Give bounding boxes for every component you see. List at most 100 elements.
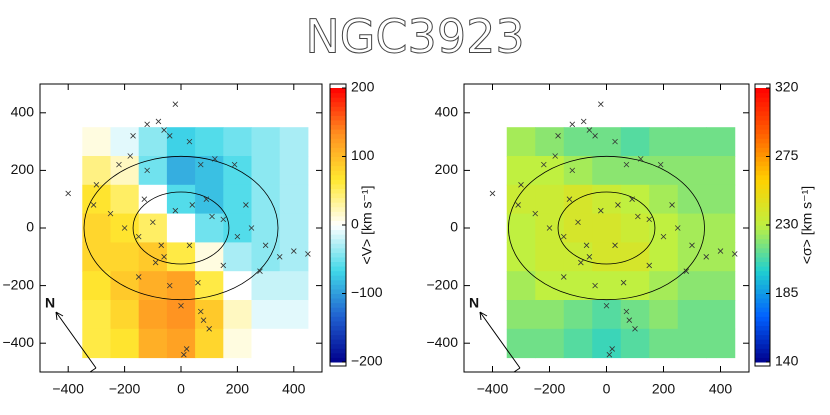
- x-tick-label: 200: [226, 381, 250, 397]
- heat-cell: [506, 328, 536, 359]
- data-point: [212, 156, 218, 162]
- colorbar-segment: [330, 256, 346, 263]
- heat-cell: [251, 213, 281, 243]
- colorbar-segment: [755, 225, 770, 231]
- data-point: [623, 161, 630, 168]
- x-tick-label: −400: [52, 381, 84, 397]
- y-tick-label: 0: [450, 219, 458, 235]
- heat-cell: [677, 127, 707, 157]
- heat-cell: [535, 271, 565, 301]
- heat-cell: [138, 300, 168, 330]
- colorbar-segment: [330, 202, 346, 208]
- colorbar-tick-label: 0: [351, 216, 359, 232]
- data-point: [657, 161, 664, 168]
- data-point: [546, 225, 553, 231]
- heat-cell: [677, 328, 707, 359]
- heat-cell: [223, 127, 252, 157]
- data-point: [209, 213, 215, 220]
- heat-cell: [223, 156, 252, 186]
- colorbar-segment: [330, 129, 346, 135]
- heat-cell: [706, 156, 736, 186]
- data-point: [637, 156, 644, 162]
- colorbar-segment: [330, 220, 346, 226]
- data-point: [660, 233, 667, 240]
- heat-cell: [506, 300, 536, 330]
- colorbar-segment: [330, 88, 346, 94]
- colorbar-segment: [330, 252, 346, 258]
- y-tick-label: −400: [2, 334, 34, 350]
- data-point: [731, 251, 738, 257]
- colorbar-segment: [755, 206, 770, 212]
- data-point: [609, 346, 615, 352]
- data-point: [155, 118, 162, 125]
- heat-cell: [620, 328, 650, 359]
- heat-cell: [251, 156, 281, 186]
- heat-cell: [223, 242, 252, 272]
- colorbar-segment: [330, 320, 346, 326]
- heat-cell: [506, 184, 536, 215]
- data-point: [612, 138, 618, 145]
- colorbar-segment: [330, 316, 346, 322]
- data-point: [555, 133, 561, 139]
- colorbar-segment: [330, 133, 346, 139]
- data-point: [248, 225, 255, 231]
- heat-cell: [649, 213, 679, 243]
- colorbar-segment: [755, 229, 770, 235]
- x-tick-label: −200: [534, 381, 566, 397]
- colorbar-segment: [330, 215, 346, 221]
- colorbar-segment: [330, 247, 346, 253]
- colorbar-segment: [755, 234, 770, 240]
- heat-cell: [279, 271, 309, 301]
- data-point: [566, 196, 573, 202]
- heat-cell: [649, 242, 679, 272]
- colorbar-segment: [330, 298, 346, 304]
- x-tick-label: −400: [477, 381, 509, 397]
- data-point: [172, 207, 179, 214]
- data-point: [161, 254, 167, 260]
- heat-cell: [138, 213, 168, 243]
- heat-cell: [82, 300, 111, 330]
- heat-cell: [251, 127, 281, 157]
- colorbar-segment: [330, 325, 346, 331]
- colorbar-segment: [755, 151, 770, 157]
- data-point: [121, 225, 128, 231]
- colorbar-segment: [330, 307, 346, 313]
- data-point: [586, 254, 593, 260]
- colorbar-segment: [755, 133, 770, 139]
- heat-cell: [535, 328, 565, 359]
- heat-cell: [706, 328, 736, 359]
- x-tick-label: 400: [709, 381, 733, 397]
- heat-cell: [592, 300, 622, 330]
- data-point: [569, 167, 576, 174]
- compass-arrow: [479, 311, 521, 373]
- colorbar-segment: [330, 284, 346, 290]
- contour-ellipse: [83, 155, 279, 301]
- colorbar-segment: [330, 288, 346, 294]
- heat-cell: [138, 184, 168, 215]
- colorbar-segment: [755, 247, 770, 253]
- data-point: [552, 153, 558, 159]
- colorbar-segment: [330, 275, 346, 281]
- colorbar-segment: [755, 334, 770, 340]
- colorbar-segment: [755, 243, 770, 249]
- heat-cell: [110, 328, 140, 359]
- data-point: [575, 219, 581, 226]
- heat-cell: [563, 328, 593, 359]
- data-point: [606, 351, 613, 358]
- heat-cell: [592, 184, 622, 215]
- figure-title: NGC3923: [305, 10, 524, 64]
- colorbar-segment: [755, 238, 770, 244]
- colorbar-label: <V> [km s⁻¹]: [359, 186, 375, 265]
- heat-cell: [677, 213, 707, 243]
- y-tick-label: 400: [11, 104, 35, 120]
- data-point: [489, 190, 496, 197]
- data-point: [689, 242, 695, 249]
- heat-cell: [82, 213, 111, 243]
- colorbar-segment: [330, 197, 346, 203]
- data-point: [646, 216, 653, 223]
- heat-cell: [110, 184, 140, 215]
- data-point: [569, 121, 576, 128]
- heat-cell: [195, 156, 224, 186]
- data-point: [580, 118, 587, 125]
